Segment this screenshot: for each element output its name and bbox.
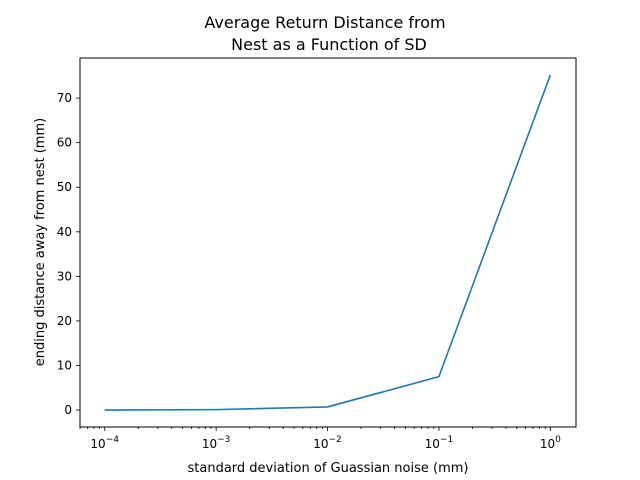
series-line bbox=[104, 74, 552, 411]
y-tick-label: 70 bbox=[57, 91, 72, 105]
y-tick-label: 10 bbox=[57, 359, 72, 373]
y-tick-label: 0 bbox=[64, 403, 72, 417]
x-tick-base: 10 bbox=[313, 437, 328, 451]
x-tick-label: 10−1 bbox=[425, 435, 454, 451]
plot-frame bbox=[79, 57, 577, 428]
x-tick-exponent: −1 bbox=[440, 435, 453, 445]
x-tick-base: 10 bbox=[202, 437, 217, 451]
x-tick-exponent: −4 bbox=[106, 435, 120, 445]
y-tick-label: 30 bbox=[57, 269, 72, 283]
x-tick-base: 10 bbox=[90, 437, 105, 451]
x-tick-base: 10 bbox=[540, 437, 555, 451]
x-axis-label: standard deviation of Guassian noise (mm… bbox=[188, 461, 469, 476]
y-tick-label: 60 bbox=[57, 136, 72, 150]
chart-title-line-2: Nest as a Function of SD bbox=[231, 35, 427, 54]
x-tick-exponent: −3 bbox=[217, 435, 230, 445]
y-tick-label: 50 bbox=[57, 180, 72, 194]
y-tick-label: 20 bbox=[57, 314, 72, 328]
x-tick-exponent: −2 bbox=[329, 435, 342, 445]
x-tick-label: 10−2 bbox=[313, 435, 342, 451]
x-tick-label: 10−3 bbox=[202, 435, 231, 451]
y-tick-label: 40 bbox=[57, 225, 72, 239]
x-tick-base: 10 bbox=[425, 437, 440, 451]
x-tick-exponent: 0 bbox=[555, 435, 561, 445]
y-axis-label: ending distance away from nest (mm) bbox=[33, 118, 48, 366]
x-tick-label: 100 bbox=[540, 435, 561, 451]
chart-title-line-1: Average Return Distance from bbox=[204, 13, 445, 32]
x-tick-label: 10−4 bbox=[90, 435, 119, 451]
